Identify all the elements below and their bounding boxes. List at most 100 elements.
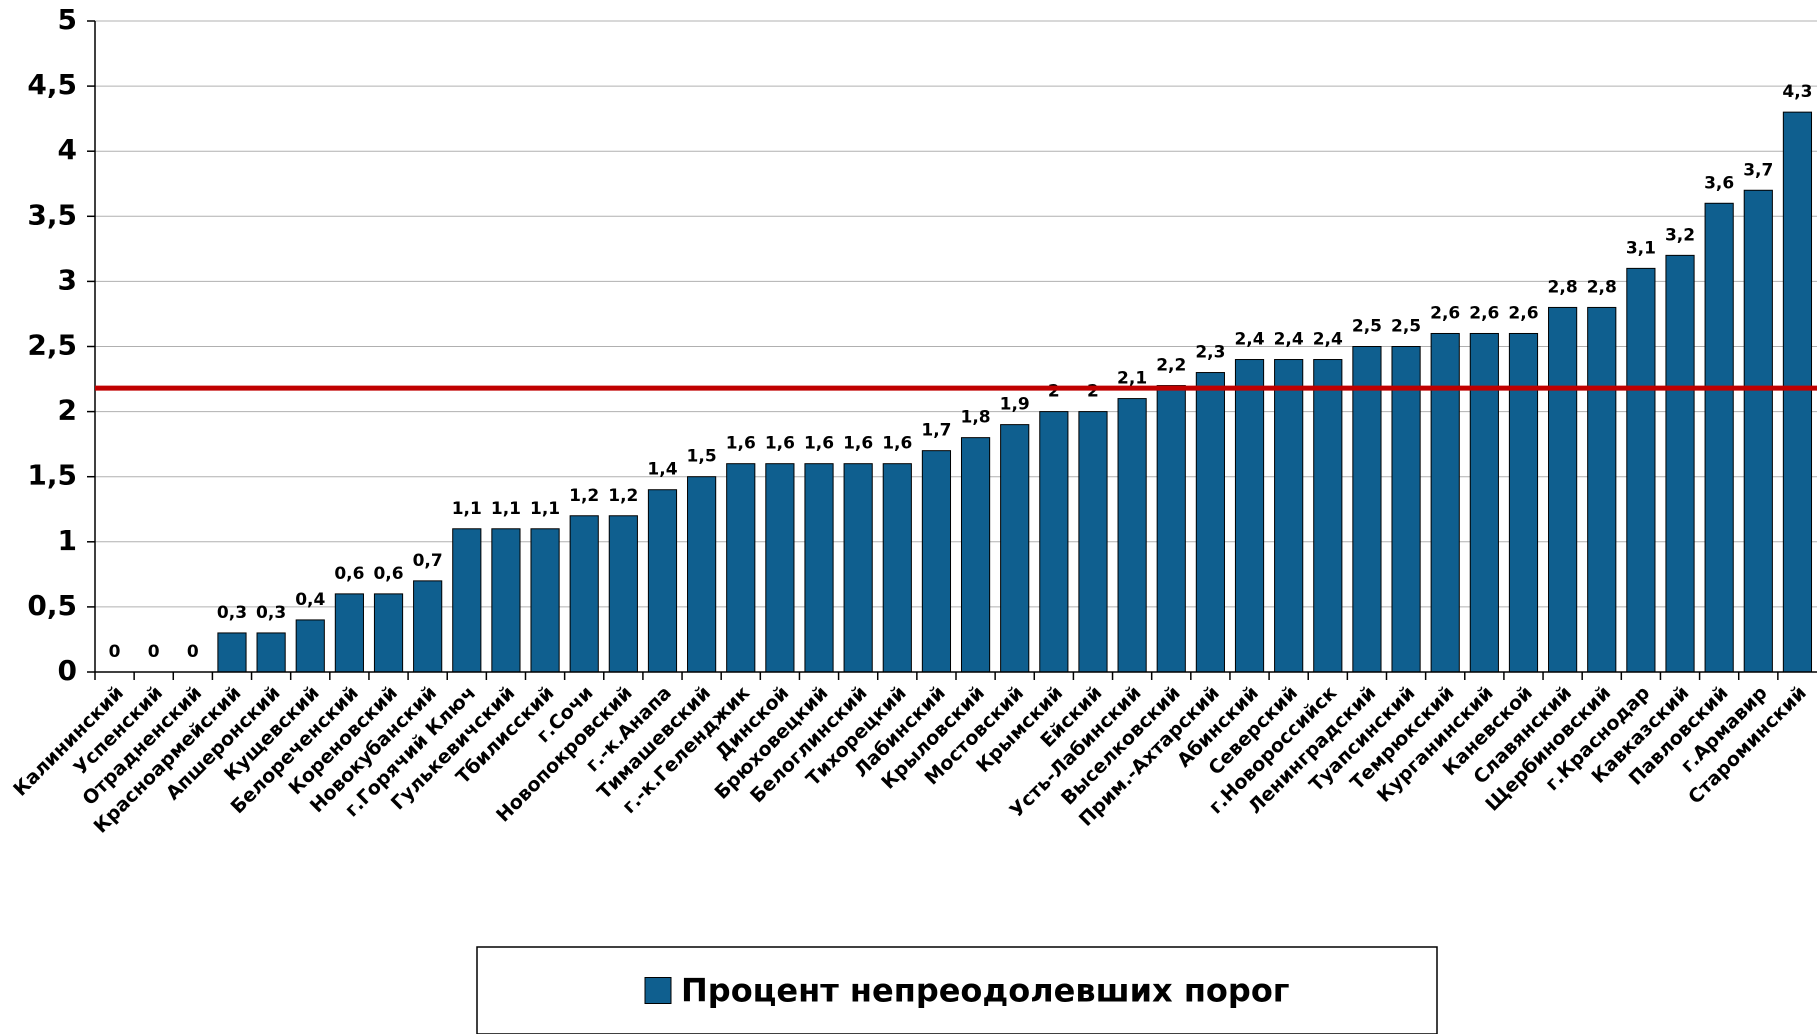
value-label: 0,3 — [256, 603, 286, 623]
bar — [1665, 254, 1695, 673]
bar — [1195, 372, 1225, 673]
value-label: 1,1 — [491, 499, 521, 519]
value-label: 0,3 — [217, 603, 247, 623]
bar — [647, 489, 678, 673]
bar — [413, 580, 443, 673]
value-label: 0,4 — [295, 590, 325, 610]
bar — [1626, 267, 1656, 673]
y-tick-label: 0,5 — [27, 589, 77, 622]
y-tick-label: 5 — [58, 3, 77, 36]
value-label: 2,8 — [1587, 277, 1617, 297]
y-tick-label: 4 — [58, 133, 77, 166]
value-label: 2,4 — [1274, 330, 1304, 350]
value-label: 3,6 — [1704, 173, 1734, 193]
value-label: 1,6 — [765, 434, 795, 454]
value-label: 1,9 — [1000, 395, 1030, 415]
value-label: 0,6 — [334, 564, 364, 584]
value-label: 1,2 — [569, 486, 599, 506]
value-label: 3,7 — [1743, 160, 1773, 180]
bar — [921, 450, 952, 673]
value-label: 1,6 — [882, 434, 912, 454]
value-label: 1,2 — [608, 486, 638, 506]
bar — [452, 528, 482, 673]
bar — [1391, 346, 1421, 673]
legend-swatch — [644, 977, 672, 1004]
bar — [687, 476, 717, 673]
bar — [1039, 411, 1069, 673]
value-label: 4,3 — [1782, 82, 1812, 102]
bar — [1469, 332, 1499, 673]
value-label: 2 — [1087, 382, 1099, 402]
y-tick-label: 0 — [58, 654, 77, 687]
bar — [1508, 332, 1539, 673]
bar — [608, 515, 638, 673]
value-label: 2,3 — [1195, 343, 1225, 363]
value-label: 2,4 — [1234, 330, 1264, 350]
value-label: 3,2 — [1665, 225, 1695, 245]
y-tick-label: 1,5 — [27, 459, 77, 492]
bar — [530, 528, 560, 673]
value-label: 2,1 — [1117, 369, 1147, 389]
y-tick-label: 2,5 — [27, 329, 77, 362]
value-label: 1,6 — [804, 434, 834, 454]
bar — [1156, 385, 1186, 673]
value-label: 1,1 — [452, 499, 482, 519]
value-label: 1,4 — [647, 460, 677, 480]
value-label: 2,5 — [1391, 317, 1421, 337]
value-label: 1,5 — [687, 447, 717, 467]
value-label: 2,6 — [1508, 303, 1538, 323]
value-label: 1,8 — [961, 408, 991, 428]
value-label: 2 — [1048, 382, 1060, 402]
value-label: 2,5 — [1352, 317, 1382, 337]
bar — [1704, 202, 1734, 673]
bar — [1274, 359, 1304, 673]
bar — [960, 437, 991, 673]
y-tick-label: 1 — [58, 524, 77, 557]
bar — [1430, 332, 1460, 673]
bar — [882, 463, 912, 673]
value-label: 0 — [109, 642, 121, 662]
bar — [295, 619, 325, 673]
bar — [1782, 111, 1813, 673]
bar — [491, 528, 521, 673]
y-tick-label: 4,5 — [27, 68, 77, 101]
value-label: 0,6 — [373, 564, 403, 584]
value-label: 1,1 — [530, 499, 560, 519]
value-label: 2,8 — [1548, 277, 1578, 297]
y-tick-label: 3,5 — [27, 198, 77, 231]
bar — [373, 593, 404, 673]
value-label: 2,6 — [1469, 303, 1499, 323]
bar — [804, 463, 834, 673]
y-tick-label: 3 — [58, 263, 77, 296]
bar — [334, 593, 364, 673]
bar — [765, 463, 795, 673]
value-label: 1,6 — [843, 434, 873, 454]
bar — [1743, 189, 1773, 673]
bar — [569, 515, 599, 673]
legend-box — [476, 946, 1438, 1034]
value-label: 3,1 — [1626, 238, 1656, 258]
value-label: 1,6 — [726, 434, 756, 454]
bar — [1234, 359, 1265, 673]
bar — [217, 632, 247, 673]
bar — [1587, 306, 1617, 673]
bar — [1313, 359, 1343, 673]
bar — [1352, 346, 1382, 673]
bar — [256, 632, 286, 673]
bar — [726, 463, 756, 673]
value-label: 2,4 — [1313, 330, 1343, 350]
y-tick-label: 2 — [58, 394, 77, 427]
value-label: 2,2 — [1156, 356, 1186, 376]
value-label: 2,6 — [1430, 303, 1460, 323]
bar — [843, 463, 873, 673]
bar — [1117, 398, 1147, 673]
value-label: 0 — [187, 642, 199, 662]
bar — [1078, 411, 1108, 673]
bar — [1548, 306, 1578, 673]
legend-label: Процент непреодолевших порог — [681, 972, 1290, 1010]
value-label: 0 — [148, 642, 160, 662]
value-label: 1,7 — [921, 421, 951, 441]
value-label: 0,7 — [413, 551, 443, 571]
bar — [1000, 424, 1030, 673]
